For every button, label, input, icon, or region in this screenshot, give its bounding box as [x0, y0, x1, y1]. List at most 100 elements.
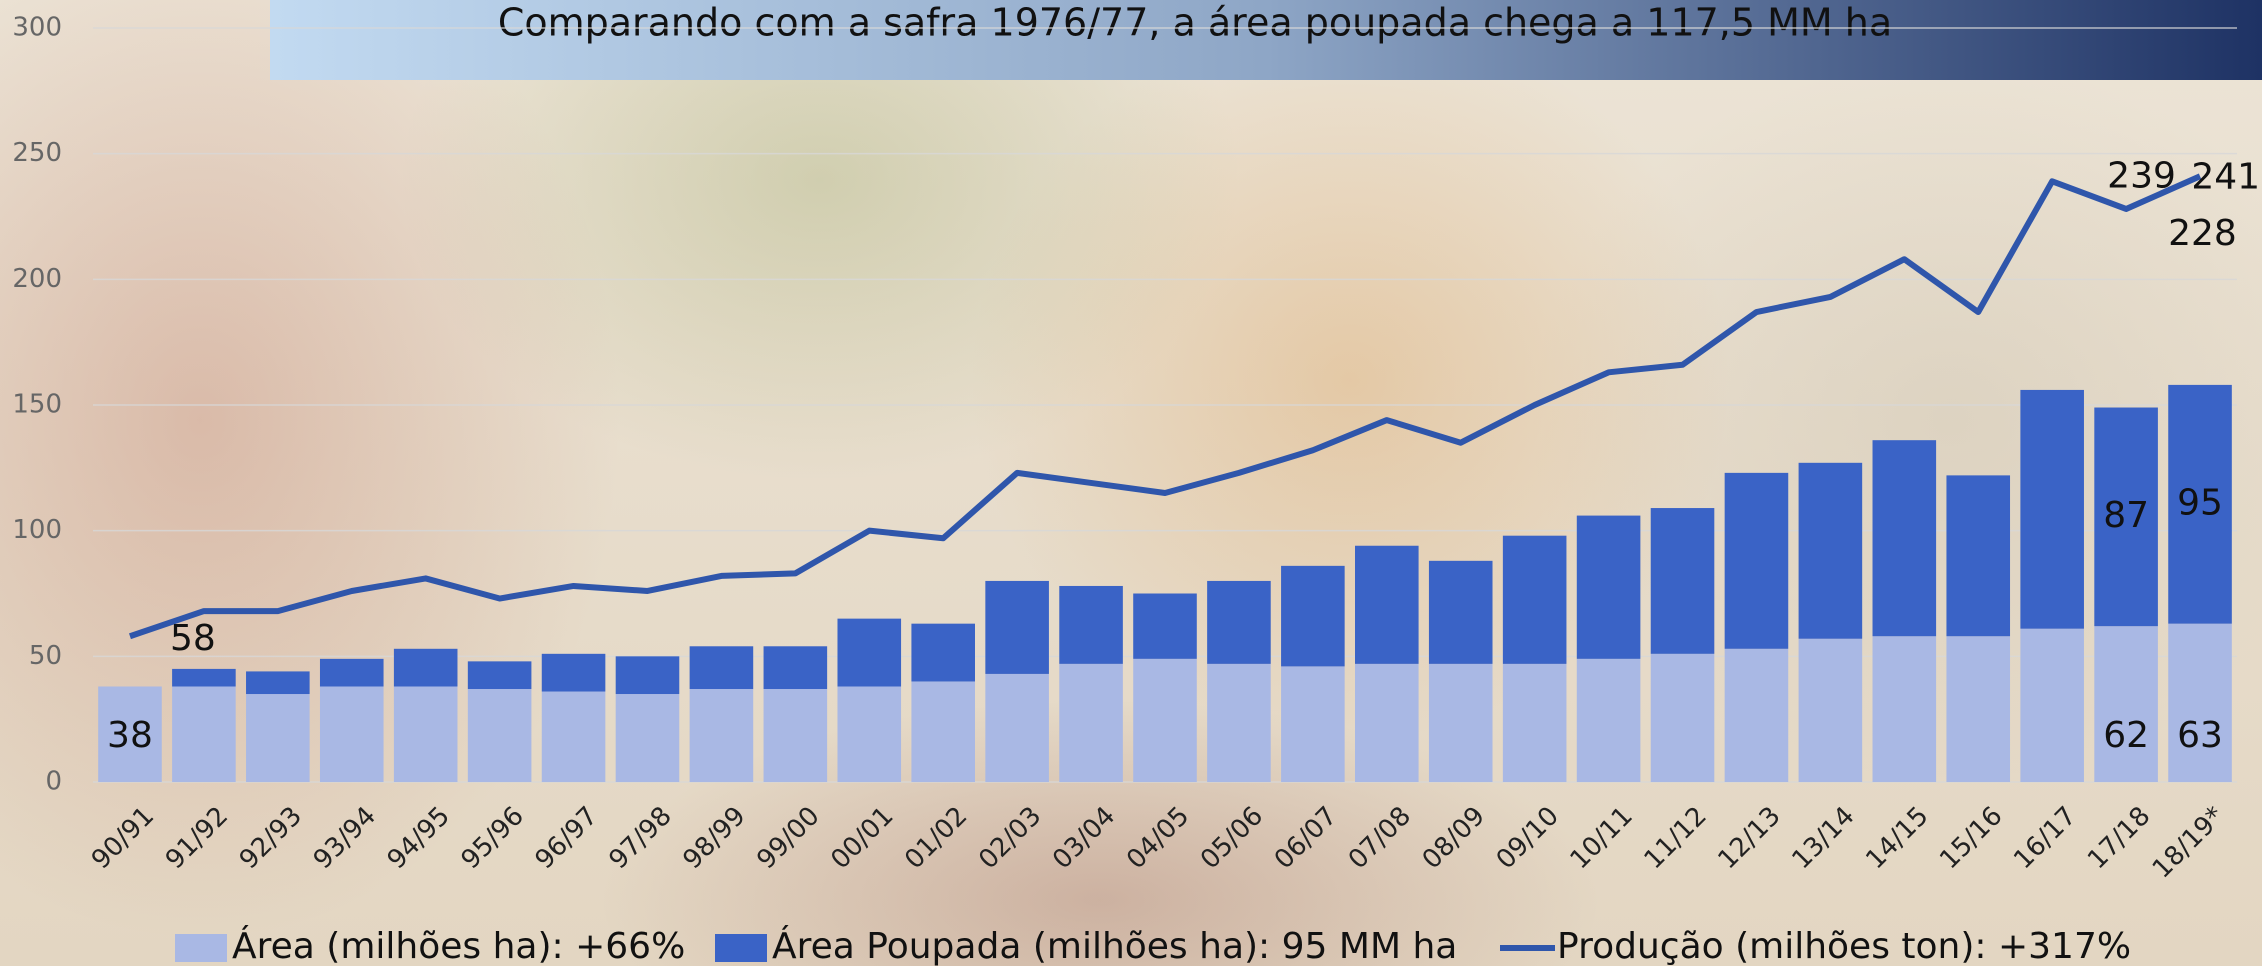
x-tick-label: 10/11 — [1565, 801, 1639, 875]
bar-segment — [616, 694, 680, 782]
bar-segment — [542, 654, 606, 692]
bar-segment — [246, 694, 310, 782]
bar-segment — [1577, 516, 1641, 659]
x-tick-label: 01/02 — [899, 801, 973, 875]
bar-segment — [690, 689, 754, 782]
x-tick-label: 06/07 — [1269, 801, 1343, 875]
bar-segment — [246, 671, 310, 694]
x-tick-label: 14/15 — [1860, 801, 1934, 875]
legend-swatch — [715, 934, 767, 962]
y-tick-label: 0 — [45, 767, 62, 797]
x-tick-label: 93/94 — [308, 801, 382, 875]
bar-segment — [468, 689, 532, 782]
y-tick-label: 300 — [12, 13, 62, 43]
data-label: 95 — [2177, 482, 2223, 523]
bar-segment — [837, 619, 901, 687]
bar-segment — [764, 689, 828, 782]
chart: Comparando com a safra 1976/77, a área p… — [0, 0, 2262, 966]
data-label: 87 — [2103, 495, 2149, 536]
bar-segment — [468, 661, 532, 689]
x-tick-label: 13/14 — [1786, 801, 1860, 875]
x-tick-label: 03/04 — [1047, 801, 1121, 875]
bar-segment — [1355, 546, 1419, 664]
legend-label: Área (milhões ha): +66% — [232, 925, 685, 966]
x-tick-label: 99/00 — [751, 801, 825, 875]
x-tick-label: 02/03 — [973, 801, 1047, 875]
bar-segment — [1946, 475, 2010, 636]
x-tick-label: 96/97 — [530, 801, 604, 875]
data-label: 38 — [107, 715, 153, 756]
x-tick-label: 98/99 — [677, 801, 751, 875]
bar-segment — [320, 686, 384, 782]
data-label: 58 — [170, 618, 216, 659]
bar-segment — [1873, 636, 1937, 782]
bar-segment — [837, 686, 901, 782]
bar-segment — [1207, 581, 1271, 664]
bar-segment — [1355, 664, 1419, 782]
bar-segment — [320, 659, 384, 687]
bar-segment — [911, 624, 975, 682]
x-tick-label: 08/09 — [1417, 801, 1491, 875]
x-tick-label: 17/18 — [2082, 801, 2156, 875]
bar-segment — [1281, 666, 1345, 782]
bar-segment — [1059, 664, 1123, 782]
x-tick-label: 07/08 — [1343, 801, 1417, 875]
bar-segment — [172, 686, 236, 782]
x-tick-label: 94/95 — [382, 801, 456, 875]
x-tick-label: 12/13 — [1712, 801, 1786, 875]
y-tick-label: 50 — [29, 641, 62, 671]
bar-segment — [394, 649, 458, 687]
data-label: 62 — [2103, 715, 2149, 756]
x-tick-label: 92/93 — [234, 801, 308, 875]
bar-segment — [1133, 594, 1197, 659]
bar-segment — [985, 674, 1049, 782]
x-tick-label: 05/06 — [1195, 801, 1269, 875]
bar-segment — [1725, 649, 1789, 782]
chart-title: Comparando com a safra 1976/77, a área p… — [498, 1, 1892, 45]
bar-segment — [985, 581, 1049, 674]
legend-swatch — [175, 934, 227, 962]
x-tick-label: 04/05 — [1121, 801, 1195, 875]
x-tick-label: 09/10 — [1491, 801, 1565, 875]
x-tick-label: 15/16 — [1934, 801, 2008, 875]
data-label: 228 — [2168, 213, 2237, 254]
bar-segment — [1799, 463, 1863, 639]
bar-segment — [1503, 536, 1567, 664]
x-tick-label: 95/96 — [456, 801, 530, 875]
bar-segment — [1725, 473, 1789, 649]
bar-segment — [1059, 586, 1123, 664]
bar-segment — [1651, 508, 1715, 654]
bar-segment — [616, 656, 680, 694]
bar-segment — [1651, 654, 1715, 782]
bar-segment — [2020, 390, 2084, 629]
bar-segment — [1946, 636, 2010, 782]
bar-segment — [2020, 629, 2084, 782]
y-tick-label: 200 — [12, 264, 62, 294]
bar-segment — [2168, 624, 2232, 782]
x-tick-label: 90/91 — [86, 801, 160, 875]
legend-label: Produção (milhões ton): +317% — [1557, 926, 2131, 966]
bar-segment — [172, 669, 236, 687]
data-label: 241 — [2191, 156, 2260, 197]
bar-segment — [1799, 639, 1863, 782]
x-tick-label: 00/01 — [825, 801, 899, 875]
bar-segment — [1429, 561, 1493, 664]
bar-segment — [1429, 664, 1493, 782]
bar-segment — [542, 692, 606, 782]
bar-segment — [2094, 626, 2158, 782]
x-tick-label: 11/12 — [1639, 801, 1713, 875]
legend-label: Área Poupada (milhões ha): 95 MM ha — [772, 925, 1457, 966]
bar-segment — [764, 646, 828, 689]
x-tick-label: 18/19* — [2147, 801, 2230, 884]
bar-segment — [1133, 659, 1197, 782]
bar-segment — [1577, 659, 1641, 782]
y-tick-label: 250 — [12, 138, 62, 168]
bar-segment — [690, 646, 754, 689]
data-label: 239 — [2107, 155, 2176, 196]
x-tick-label: 97/98 — [604, 801, 678, 875]
bar-segment — [1503, 664, 1567, 782]
x-tick-label: 91/92 — [160, 801, 234, 875]
bar-segment — [1207, 664, 1271, 782]
y-tick-label: 150 — [12, 390, 62, 420]
bar-segment — [394, 686, 458, 782]
